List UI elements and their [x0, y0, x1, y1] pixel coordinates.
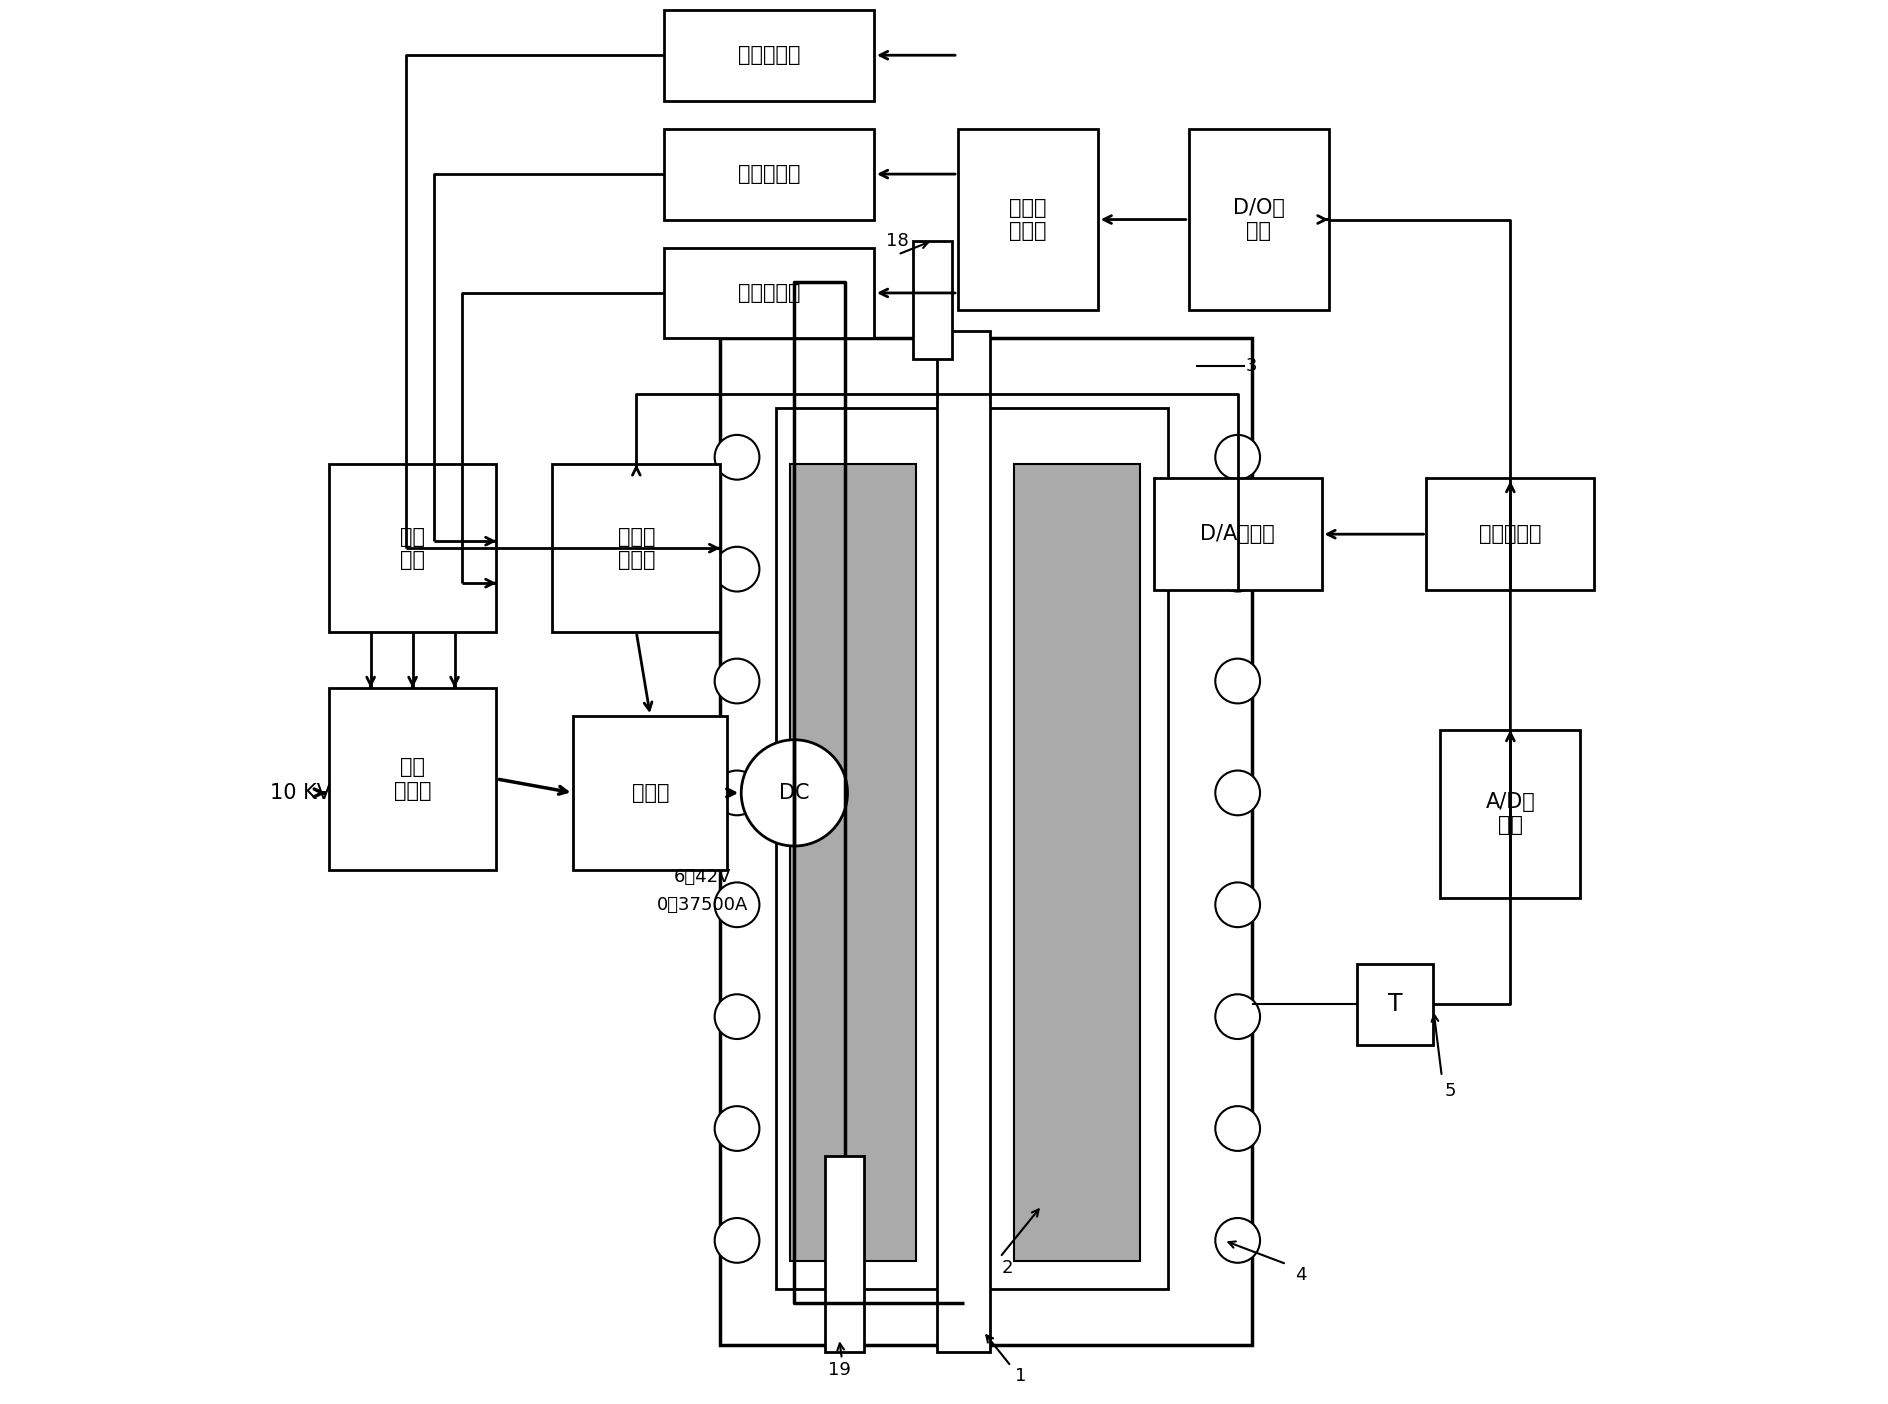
- Bar: [1441, 730, 1580, 897]
- Circle shape: [716, 771, 759, 816]
- Bar: [329, 688, 497, 870]
- Bar: [914, 240, 952, 359]
- Circle shape: [1216, 546, 1259, 591]
- Text: 4: 4: [1295, 1266, 1306, 1285]
- Bar: [1189, 129, 1329, 310]
- Text: 0～37500A: 0～37500A: [657, 896, 748, 914]
- Text: 模糊控制器: 模糊控制器: [1478, 524, 1542, 545]
- Circle shape: [716, 994, 759, 1039]
- Bar: [329, 465, 497, 632]
- Text: 整流柜: 整流柜: [632, 783, 668, 803]
- Text: 驱动放
大电路: 驱动放 大电路: [1010, 198, 1046, 241]
- Circle shape: [716, 435, 759, 480]
- Text: 19: 19: [827, 1362, 851, 1380]
- Text: 6～42V: 6～42V: [674, 868, 731, 886]
- Bar: [791, 465, 916, 1261]
- Circle shape: [716, 882, 759, 927]
- Text: 1: 1: [1016, 1367, 1027, 1386]
- Text: T: T: [1388, 993, 1403, 1016]
- Bar: [665, 247, 874, 338]
- Circle shape: [716, 1106, 759, 1151]
- Circle shape: [742, 740, 848, 847]
- Bar: [574, 716, 727, 870]
- Text: 调压
变压器: 调压 变压器: [395, 757, 430, 800]
- Bar: [1014, 465, 1140, 1261]
- Bar: [1154, 479, 1322, 590]
- Bar: [665, 10, 874, 101]
- Bar: [1357, 963, 1433, 1045]
- Text: 18: 18: [887, 232, 910, 250]
- Text: 脉冲触
发电路: 脉冲触 发电路: [617, 526, 655, 570]
- Circle shape: [1216, 1219, 1259, 1262]
- Text: 2: 2: [1001, 1259, 1012, 1278]
- Circle shape: [716, 658, 759, 703]
- Circle shape: [716, 1219, 759, 1262]
- Text: 5: 5: [1444, 1081, 1456, 1099]
- Text: 10 KV: 10 KV: [270, 783, 330, 803]
- Circle shape: [1216, 882, 1259, 927]
- Text: 3: 3: [1246, 358, 1257, 375]
- Bar: [776, 409, 1169, 1289]
- Text: 升档继电器: 升档继电器: [738, 284, 801, 303]
- Bar: [936, 331, 989, 1352]
- Bar: [665, 129, 874, 219]
- Circle shape: [716, 546, 759, 591]
- Circle shape: [1216, 658, 1259, 703]
- Text: 有载
开关: 有载 开关: [400, 526, 425, 570]
- Bar: [957, 129, 1097, 310]
- Bar: [1427, 479, 1593, 590]
- Bar: [719, 338, 1252, 1345]
- Text: 降档继电器: 降档继电器: [738, 164, 801, 184]
- Text: D/O转
换器: D/O转 换器: [1233, 198, 1284, 241]
- Circle shape: [1216, 435, 1259, 480]
- Bar: [553, 465, 719, 632]
- Circle shape: [1216, 994, 1259, 1039]
- Text: DC: DC: [780, 783, 810, 803]
- Circle shape: [1216, 1106, 1259, 1151]
- Circle shape: [1216, 771, 1259, 816]
- Text: A/D转
换器: A/D转 换器: [1486, 792, 1535, 835]
- Text: 停止继电器: 停止继电器: [738, 45, 801, 65]
- Text: D/A转换器: D/A转换器: [1201, 524, 1274, 545]
- Bar: [825, 1157, 865, 1352]
